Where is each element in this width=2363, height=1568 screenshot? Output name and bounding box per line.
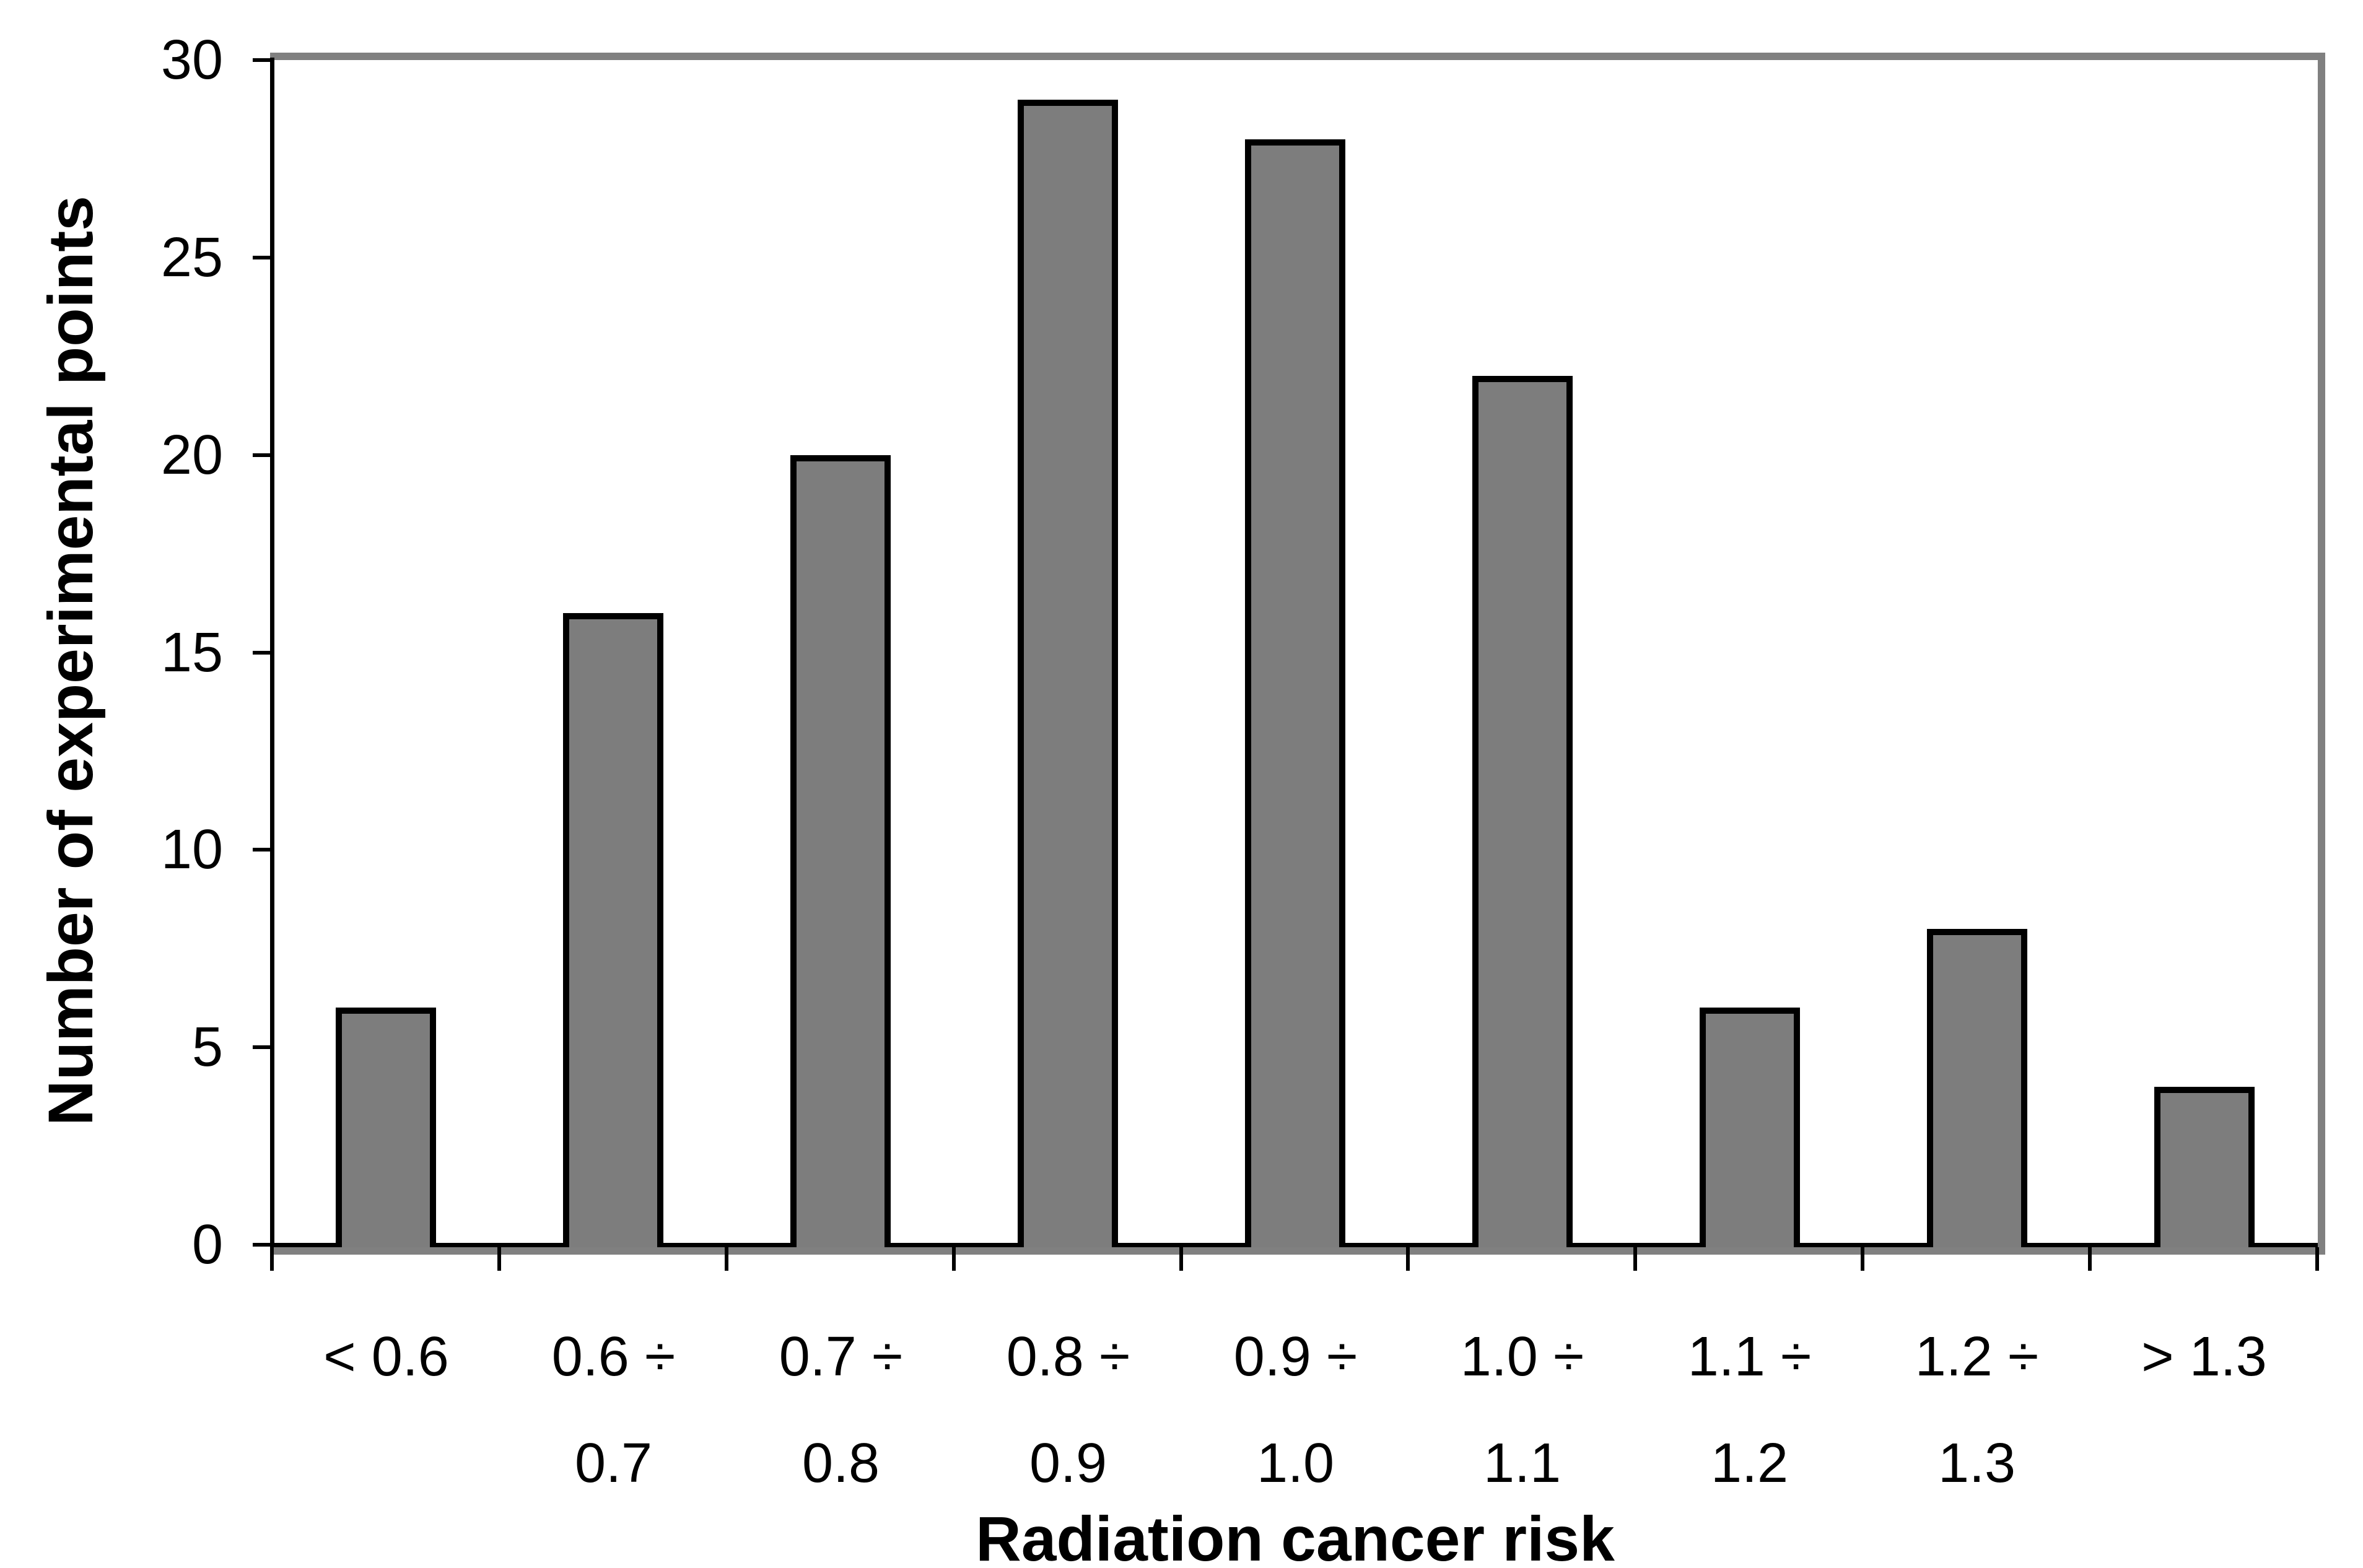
x-tick-mark (497, 1247, 501, 1271)
y-tick-label: 5 (191, 1016, 223, 1079)
bar->1.3 (2154, 1087, 2255, 1247)
x-tick-label: 0.7 ÷ 0.8 (779, 1326, 903, 1494)
x-tick-mark (724, 1247, 728, 1271)
x-tick-label: > 1.3 (2141, 1326, 2267, 1388)
x-tick-label: 1.2 ÷ 1.3 (1915, 1326, 2039, 1494)
y-tick-label: 15 (160, 621, 223, 684)
bar-1.1÷1.2 (1700, 1008, 1800, 1247)
plot-shadow-border-top (270, 53, 2325, 60)
x-tick-mark (1406, 1247, 1410, 1271)
x-tick-mark (1633, 1247, 1638, 1271)
x-tick-mark (951, 1247, 956, 1271)
y-tick-label: 0 (191, 1214, 223, 1276)
plot-shadow-border-right (2318, 53, 2325, 1255)
bar-0.7÷0.8 (790, 455, 891, 1247)
y-tick-mark (253, 1243, 270, 1247)
y-tick-mark (253, 453, 270, 457)
bar-<0.6 (336, 1008, 436, 1247)
y-tick-mark (253, 255, 270, 259)
bar-1.2÷1.3 (1927, 929, 2027, 1247)
x-tick-label: 1.1 ÷ 1.2 (1687, 1326, 1812, 1494)
bar-0.9÷1.0 (1245, 139, 1345, 1247)
y-tick-label: 10 (160, 819, 223, 881)
x-tick-label: 0.9 ÷ 1.0 (1233, 1326, 1358, 1494)
bar-0.8÷0.9 (1018, 100, 1118, 1247)
plot-shadow-border-bottom (270, 1247, 2325, 1255)
y-tick-mark (253, 1045, 270, 1050)
x-axis-title: Radiation cancer risk (976, 1504, 1615, 1568)
x-tick-label: < 0.6 (323, 1326, 449, 1388)
y-tick-mark (253, 650, 270, 655)
y-tick-mark (253, 58, 270, 62)
y-tick-label: 30 (160, 29, 223, 91)
x-tick-label: 0.8 ÷ 0.9 (1006, 1326, 1130, 1494)
y-tick-label: 20 (160, 424, 223, 486)
x-tick-mark (1861, 1247, 1865, 1271)
x-tick-mark (270, 1247, 274, 1271)
x-tick-mark (1179, 1247, 1183, 1271)
y-axis-line (270, 58, 274, 1247)
y-tick-label: 25 (160, 226, 223, 289)
x-tick-mark (2088, 1247, 2092, 1271)
y-tick-mark (253, 848, 270, 852)
x-tick-label: 0.6 ÷ 0.7 (551, 1326, 676, 1494)
x-tick-label: 1.0 ÷ 1.1 (1460, 1326, 1584, 1494)
bar-1.0÷1.1 (1472, 376, 1573, 1247)
x-tick-mark (2315, 1247, 2319, 1271)
bar-0.6÷0.7 (563, 613, 663, 1247)
